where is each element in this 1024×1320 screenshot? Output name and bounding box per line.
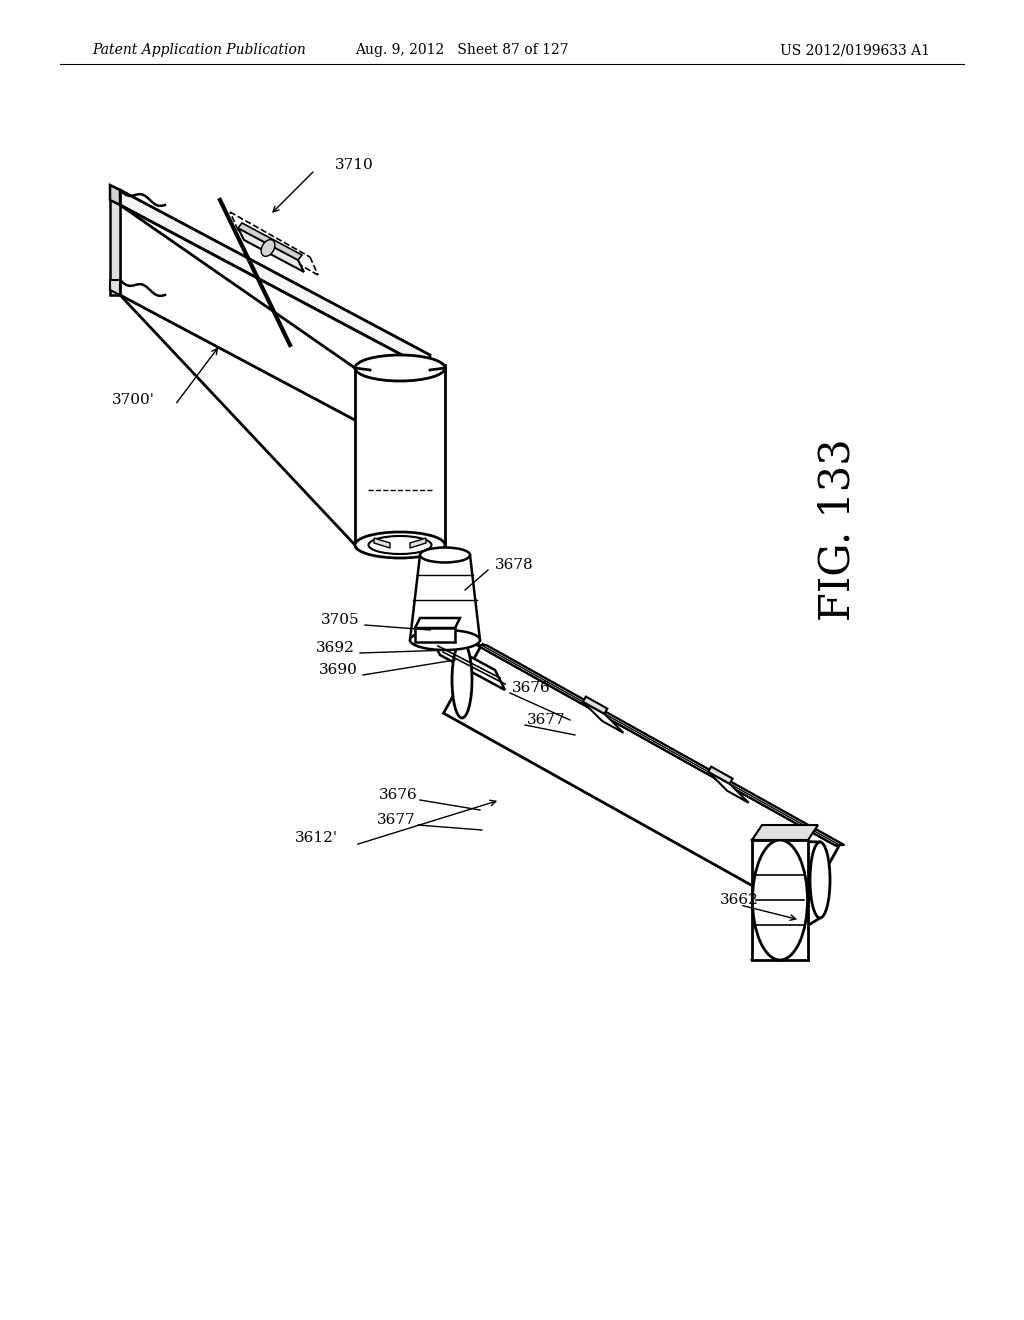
Polygon shape <box>709 767 732 784</box>
Ellipse shape <box>452 642 472 718</box>
Polygon shape <box>120 205 430 459</box>
Polygon shape <box>120 280 430 459</box>
Polygon shape <box>410 554 480 640</box>
Ellipse shape <box>355 532 445 558</box>
Text: 3705: 3705 <box>322 612 360 627</box>
Ellipse shape <box>355 355 445 381</box>
Polygon shape <box>120 190 430 370</box>
Polygon shape <box>355 368 445 370</box>
Text: FIG. 133: FIG. 133 <box>817 438 859 622</box>
Polygon shape <box>752 840 808 960</box>
Polygon shape <box>752 825 818 840</box>
Polygon shape <box>110 185 120 205</box>
Text: 3677: 3677 <box>527 713 565 727</box>
Text: 3662: 3662 <box>720 894 759 907</box>
Polygon shape <box>583 697 607 714</box>
Polygon shape <box>110 190 120 294</box>
Polygon shape <box>410 539 426 548</box>
Polygon shape <box>238 228 304 272</box>
Text: 3710: 3710 <box>335 158 374 172</box>
Text: 3676: 3676 <box>379 788 418 803</box>
Polygon shape <box>443 647 839 913</box>
Text: 3700': 3700' <box>112 393 155 407</box>
Polygon shape <box>110 280 120 294</box>
Polygon shape <box>415 618 460 628</box>
Polygon shape <box>476 645 845 845</box>
Text: 3677: 3677 <box>378 813 416 828</box>
Text: 3612': 3612' <box>295 832 338 845</box>
Ellipse shape <box>753 840 808 960</box>
Ellipse shape <box>420 548 470 562</box>
Text: US 2012/0199633 A1: US 2012/0199633 A1 <box>780 44 930 57</box>
Polygon shape <box>120 190 430 370</box>
Text: 3690: 3690 <box>319 663 358 677</box>
Text: 3678: 3678 <box>495 558 534 572</box>
Polygon shape <box>355 368 445 545</box>
Polygon shape <box>238 223 302 260</box>
Ellipse shape <box>369 536 431 554</box>
Ellipse shape <box>410 630 480 649</box>
Ellipse shape <box>261 240 274 256</box>
Text: Patent Application Publication: Patent Application Publication <box>92 44 306 57</box>
Text: Aug. 9, 2012   Sheet 87 of 127: Aug. 9, 2012 Sheet 87 of 127 <box>355 44 568 57</box>
Polygon shape <box>583 702 624 733</box>
Polygon shape <box>430 635 505 690</box>
Polygon shape <box>415 628 455 642</box>
Ellipse shape <box>810 842 830 917</box>
Polygon shape <box>374 539 390 548</box>
Polygon shape <box>709 772 749 803</box>
Text: 3676: 3676 <box>512 681 551 696</box>
Text: 3692: 3692 <box>316 642 355 655</box>
